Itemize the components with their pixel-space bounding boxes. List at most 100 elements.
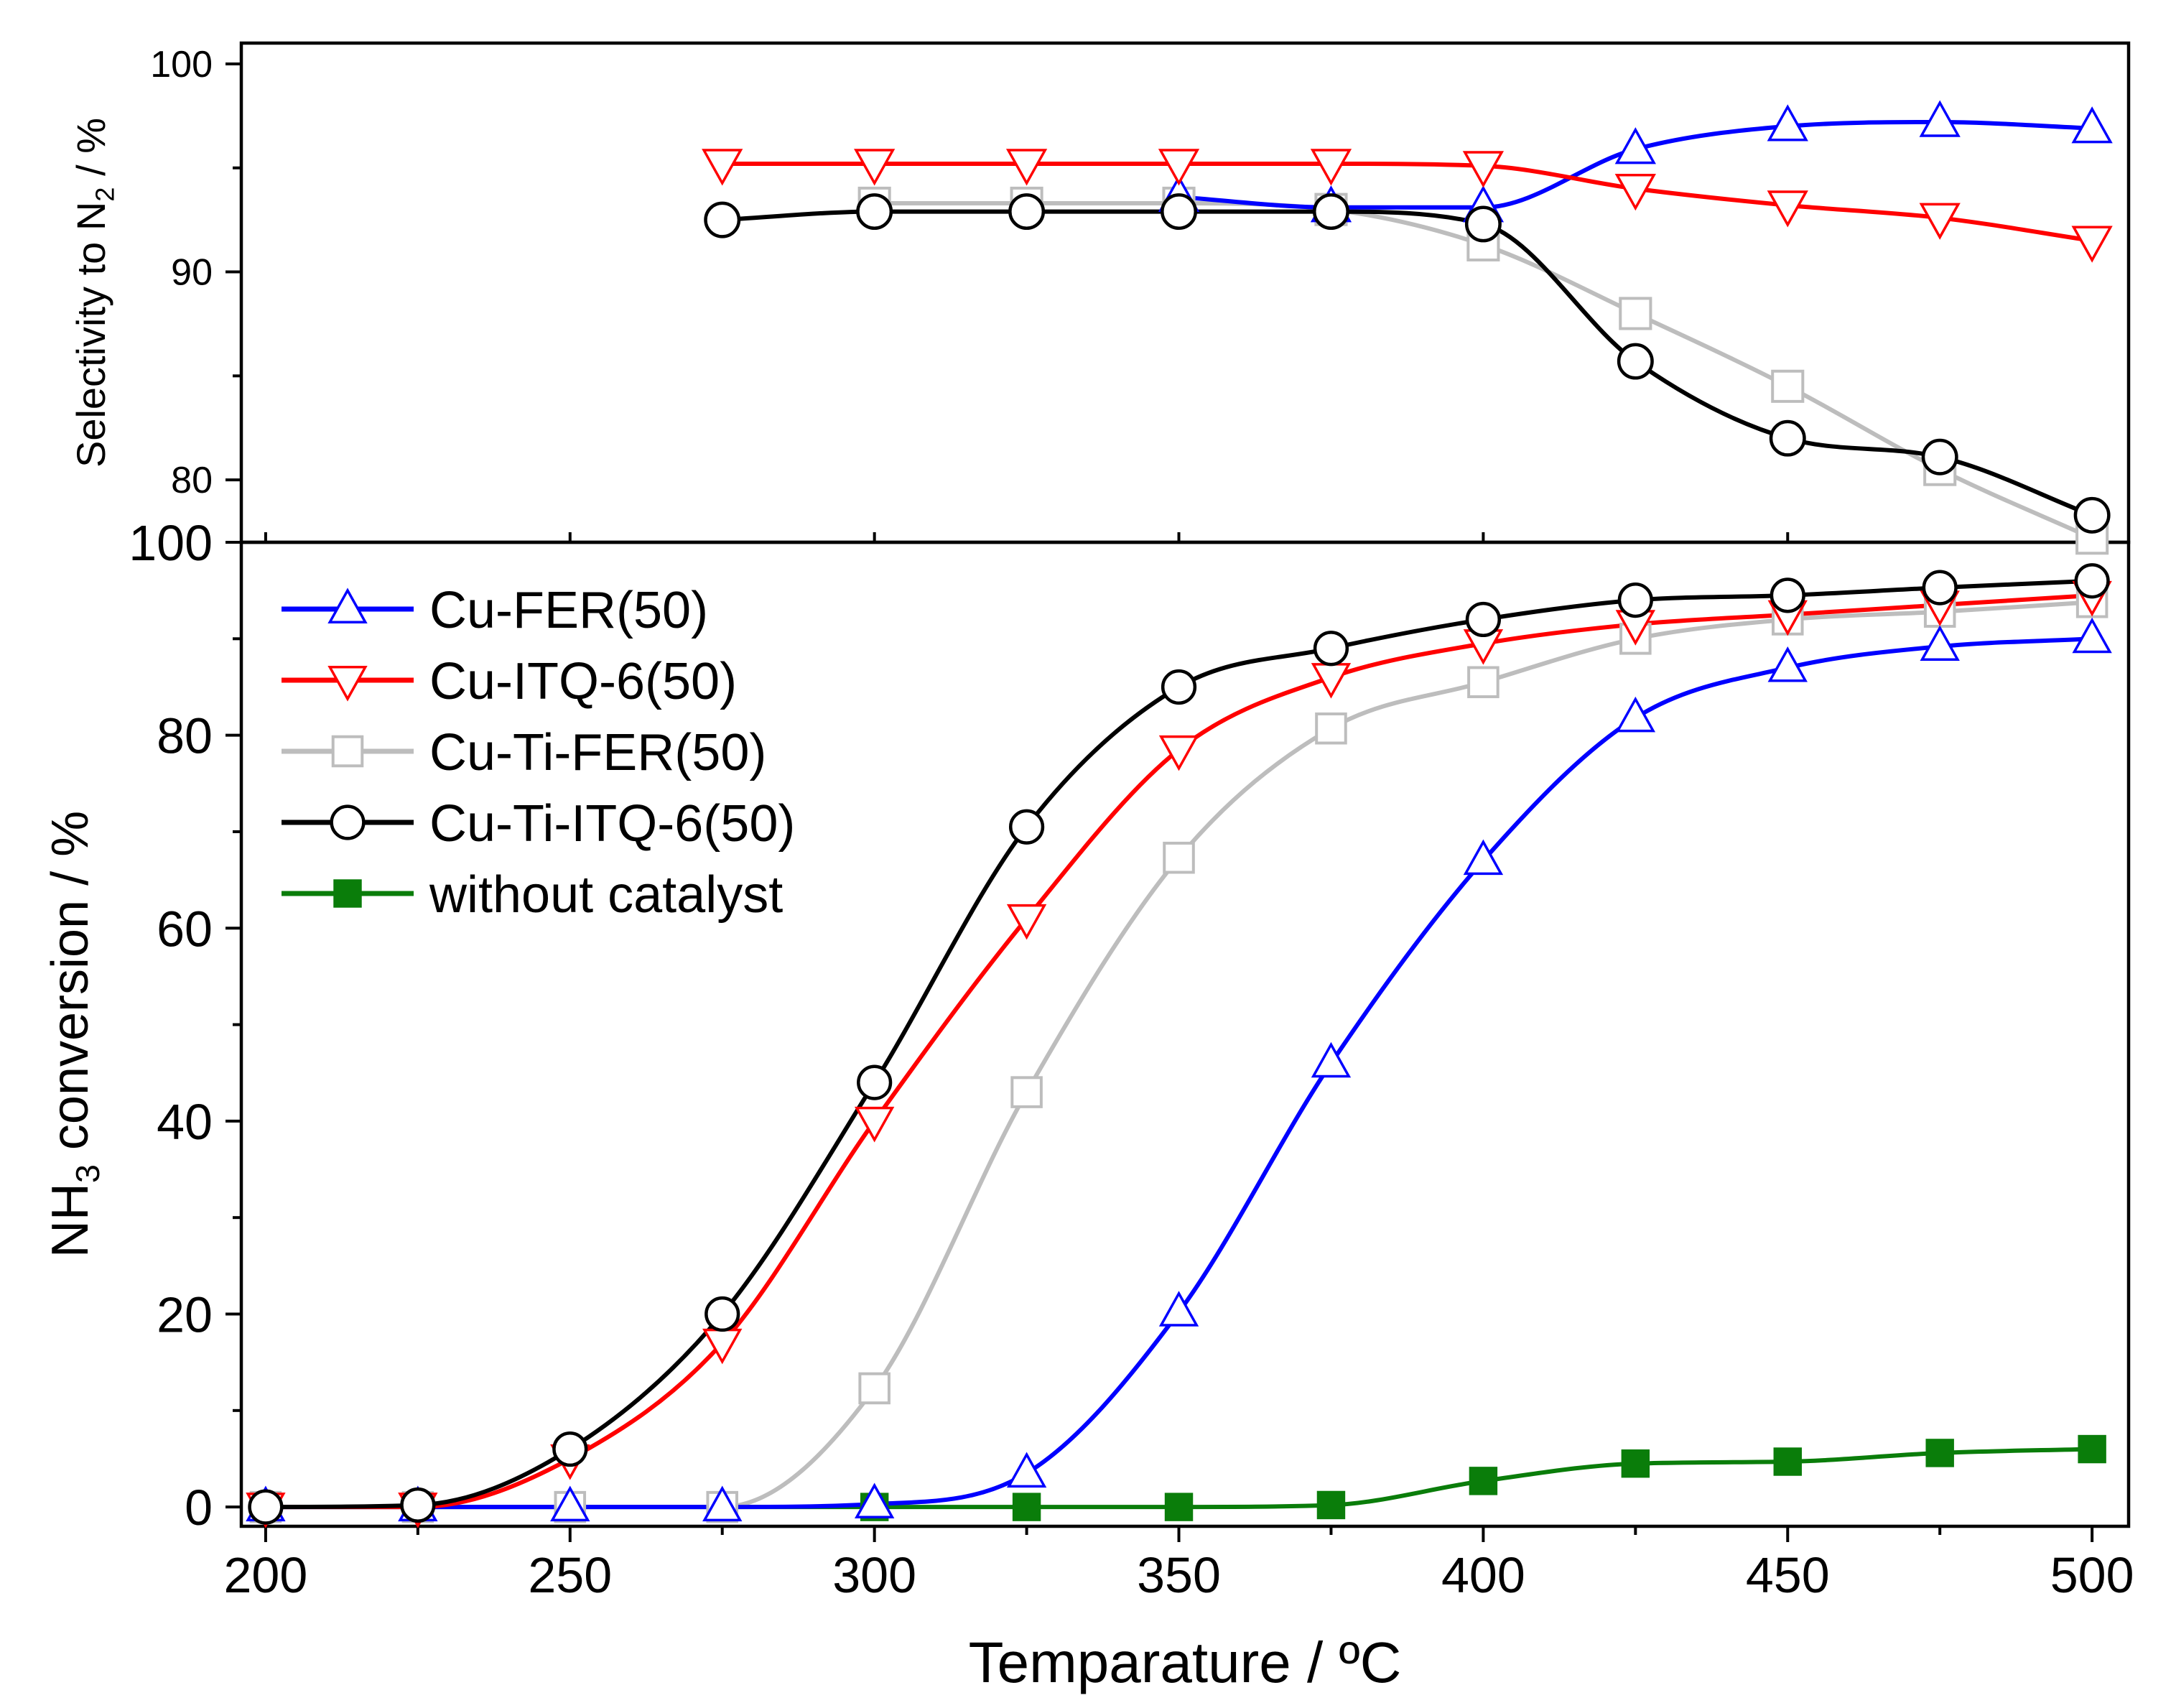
- x-tick-label: 300: [832, 1547, 916, 1603]
- triangle-down-marker: [1462, 151, 1505, 188]
- x-tick-label: 250: [528, 1547, 612, 1603]
- triangle-down-marker: [1005, 149, 1048, 186]
- triangle-up-marker: [1920, 625, 1960, 662]
- circle-marker: [2073, 496, 2111, 534]
- circle-marker: [1921, 438, 1958, 475]
- triangle-up-marker: [327, 588, 368, 623]
- circle-marker: [1464, 205, 1502, 243]
- triangle-up-marker: [2071, 106, 2113, 144]
- square-marker: [1771, 369, 1805, 403]
- circle-marker: [1922, 570, 1958, 605]
- y-axis-label-bottom-subscript: 3: [69, 1164, 106, 1183]
- triangle-up-marker: [1767, 646, 1808, 682]
- series-markers: [246, 100, 2113, 1528]
- triangle-up-marker: [1158, 1291, 1199, 1327]
- triangle-up-marker: [1615, 696, 1656, 733]
- y-tick-label-bottom: 80: [157, 708, 213, 764]
- y-axis-label-bottom: NH3 conversion / %: [42, 811, 106, 1258]
- y-tick-label-bottom: 60: [157, 901, 213, 957]
- circle-marker: [1008, 193, 1046, 231]
- triangle-down-marker: [1158, 149, 1200, 186]
- triangle-up-marker: [1463, 839, 1504, 876]
- filled-square-marker: [1621, 1449, 1650, 1478]
- filled-square-marker: [1925, 1439, 1954, 1467]
- triangle-up-marker: [1614, 127, 1656, 164]
- triangle-up-marker: [1919, 100, 1961, 137]
- filled-square-marker: [1469, 1467, 1498, 1495]
- triangle-down-marker: [1767, 190, 1808, 228]
- bottom-panel-frame: [239, 540, 2131, 1528]
- legend-label-none: without catalyst: [429, 866, 783, 924]
- y-tick-label-top: 90: [171, 252, 213, 294]
- series-line-itq: [722, 161, 2093, 243]
- square-marker: [1467, 666, 1500, 699]
- series-line-tiitq: [265, 578, 2093, 1510]
- circle-marker: [1313, 631, 1349, 667]
- y-tick-label-bottom: 100: [129, 515, 213, 571]
- y-axis-label-bottom-main: NH: [42, 1183, 99, 1258]
- circle-marker: [1161, 669, 1197, 705]
- y-axis-label-top-tail: / %: [68, 118, 113, 187]
- circle-marker: [1312, 193, 1349, 231]
- x-tick-label: 400: [1441, 1547, 1525, 1603]
- x-tick-label: 500: [2050, 1547, 2134, 1603]
- triangle-down-marker: [1158, 735, 1199, 771]
- y-tick-label-bottom: 40: [157, 1094, 213, 1150]
- circle-marker: [857, 1064, 893, 1100]
- circle-marker: [2074, 563, 2110, 599]
- circle-marker: [248, 1489, 284, 1525]
- y-tick-label-bottom: 0: [185, 1480, 213, 1536]
- x-tick-label: 350: [1137, 1547, 1221, 1603]
- square-marker: [1619, 297, 1652, 330]
- series-line-fer: [265, 636, 2093, 1510]
- filled-square-marker: [2078, 1434, 2106, 1464]
- circle-marker: [1770, 577, 1805, 613]
- legend-label-tiitq: Cu-Ti-ITQ-6(50): [429, 795, 795, 853]
- x-tick-label: 200: [224, 1547, 308, 1603]
- triangle-down-marker: [2071, 226, 2113, 263]
- triangle-down-marker: [702, 149, 743, 186]
- circle-marker: [1008, 809, 1045, 845]
- y-tick-label-top: 80: [171, 460, 213, 501]
- triangle-down-marker: [327, 666, 368, 702]
- triangle-up-marker: [1311, 1041, 1352, 1078]
- y-axis-label-top-subscript: 2: [90, 187, 119, 201]
- y-axis-label-top-main: Selectivity to N: [68, 202, 113, 468]
- triangle-up-marker: [702, 1485, 743, 1522]
- x-axis-label: Temparature / ºC: [969, 1630, 1402, 1694]
- legend-label-tifer: Cu-Ti-FER(50): [429, 724, 766, 781]
- square-marker: [858, 1372, 891, 1405]
- axes-frames: [239, 41, 2131, 1528]
- top-panel-frame: [239, 41, 2131, 544]
- circle-marker: [1617, 582, 1653, 618]
- circle-marker: [1617, 343, 1654, 380]
- circle-marker: [704, 201, 741, 238]
- circle-marker: [330, 804, 366, 840]
- circle-marker: [1161, 193, 1197, 231]
- triangle-up-marker: [1767, 104, 1808, 141]
- circle-marker: [856, 193, 893, 231]
- y-axis-label-bottom-tail: conversion / %: [42, 811, 99, 1164]
- filled-square-marker: [333, 879, 362, 908]
- triangle-down-marker: [854, 1106, 895, 1143]
- y-axis-label-top: Selectivity to N2 / %: [68, 118, 119, 468]
- triangle-up-marker: [2072, 617, 2112, 654]
- circle-marker: [1769, 419, 1806, 457]
- x-tick-label: 450: [1746, 1547, 1830, 1603]
- triangle-up-marker: [854, 1482, 895, 1519]
- triangle-down-marker: [1614, 174, 1656, 211]
- filled-square-marker: [1164, 1493, 1194, 1521]
- legend: Cu-FER(50) Cu-ITQ-6(50) Cu-Ti-FER(50) Cu-Ti…: [282, 582, 795, 924]
- square-marker: [1315, 712, 1347, 745]
- y-tick-label-top: 100: [150, 44, 213, 85]
- circle-marker: [552, 1431, 588, 1467]
- legend-label-itq: Cu-ITQ-6(50): [429, 653, 737, 710]
- triangle-up-marker: [550, 1485, 590, 1522]
- circle-marker: [705, 1296, 740, 1332]
- y-tick-label-bottom: 20: [157, 1287, 213, 1343]
- square-marker: [331, 735, 364, 768]
- square-marker: [1163, 841, 1195, 874]
- circle-marker: [400, 1487, 436, 1523]
